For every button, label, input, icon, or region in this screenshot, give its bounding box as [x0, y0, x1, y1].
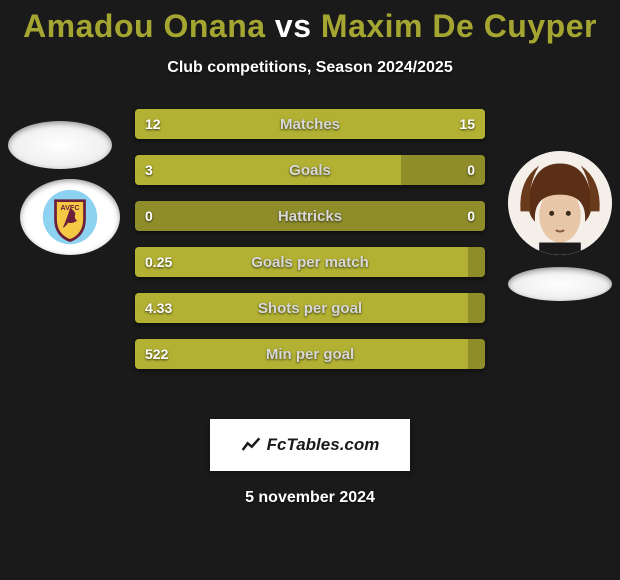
bar-value-left: 12: [135, 109, 171, 139]
date: 5 november 2024: [0, 489, 620, 507]
player2-name: Maxim De Cuyper: [321, 8, 597, 44]
bar-value-right: 0: [457, 155, 485, 185]
svg-text:AVFC: AVFC: [60, 203, 80, 212]
bar-value-left: 3: [135, 155, 163, 185]
watermark-text: FcTables.com: [267, 435, 380, 455]
bar-value-left: 0.25: [135, 247, 182, 277]
player2-club-crest: [508, 267, 612, 301]
player1-club-crest: AVFC: [20, 179, 120, 255]
bar-value-left: 4.33: [135, 293, 182, 323]
player2-avatar: [508, 151, 612, 255]
watermark: FcTables.com: [210, 419, 410, 471]
stat-row-goals-per-match: Goals per match0.25: [135, 247, 485, 277]
subtitle: Club competitions, Season 2024/2025: [0, 59, 620, 77]
chart-icon: [241, 435, 261, 455]
page-title: Amadou Onana vs Maxim De Cuyper: [0, 0, 620, 45]
avfc-crest-icon: AVFC: [41, 188, 99, 246]
player1-avatar: [8, 121, 112, 169]
stat-row-min-per-goal: Min per goal522: [135, 339, 485, 369]
bar-value-left: 522: [135, 339, 178, 369]
stat-row-shots-per-goal: Shots per goal4.33: [135, 293, 485, 323]
bar-value-right: 15: [449, 109, 485, 139]
stat-row-goals: Goals30: [135, 155, 485, 185]
stat-bars: Matches1215Goals30Hattricks00Goals per m…: [135, 109, 485, 385]
bar-left-fill: [135, 247, 468, 277]
stat-row-matches: Matches1215: [135, 109, 485, 139]
comparison-stage: AVFC Matches1215Goals30Hattricks00Goals …: [0, 109, 620, 409]
bar-track: [135, 201, 485, 231]
player1-name: Amadou Onana: [23, 8, 265, 44]
bar-left-fill: [135, 293, 468, 323]
stat-row-hattricks: Hattricks00: [135, 201, 485, 231]
bar-left-fill: [135, 155, 401, 185]
bar-value-left: 0: [135, 201, 163, 231]
bar-value-right: 0: [457, 201, 485, 231]
bar-left-fill: [135, 339, 468, 369]
vs-label: vs: [275, 8, 312, 44]
